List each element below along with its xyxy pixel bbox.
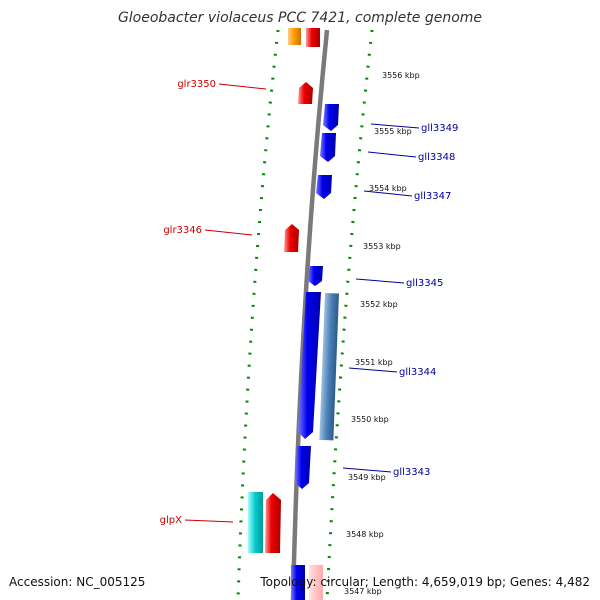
genome-summary-text: Topology: circular; Length: 4,659,019 bp…	[260, 575, 590, 589]
label-gll3349: gll3349	[421, 123, 458, 134]
label-glpX: glpX	[160, 515, 182, 526]
connector-gll3349	[370, 123, 420, 129]
connector-glr3350	[218, 83, 267, 90]
gene-cyan	[248, 492, 263, 553]
accession-text: Accession: NC_005125	[9, 575, 146, 589]
gene-bottom-pink	[309, 565, 323, 600]
kbp-label: 3547 kbp	[344, 587, 382, 596]
kbp-label: 3556 kbp	[382, 71, 420, 80]
connector-glpX	[184, 519, 234, 523]
connector-gll3344	[348, 367, 398, 373]
gene-glpX	[265, 493, 281, 553]
connector-gll3347	[363, 190, 413, 197]
map-title: Gloeobacter violaceus PCC 7421, complete…	[117, 10, 483, 26]
connector-gll3345	[355, 278, 405, 284]
genome-backbone	[290, 29, 330, 600]
kbp-label: 3549 kbp	[348, 473, 386, 482]
label-gll3344: gll3344	[399, 367, 436, 378]
label-glr3350: glr3350	[177, 79, 216, 90]
gene-top-red	[306, 28, 320, 47]
gene-gll3349	[323, 104, 339, 131]
kbp-label: 3553 kbp	[363, 242, 401, 251]
gene-gll3343	[295, 446, 311, 489]
gene-gll3348	[320, 133, 336, 162]
kbp-label: 3554 kbp	[369, 184, 407, 193]
gene-gll3344-region	[319, 293, 339, 441]
label-gll3345: gll3345	[406, 278, 443, 289]
gene-top-orange	[288, 28, 301, 45]
gene-glr3350	[298, 82, 313, 104]
connector-gll3343	[342, 467, 392, 473]
connector-gll3348	[367, 151, 417, 158]
gene-bottom-blue	[291, 565, 305, 600]
kbp-label: 3550 kbp	[351, 415, 389, 424]
connector-glr3346	[204, 229, 253, 236]
gene-gll3347	[316, 175, 332, 199]
gene-gll3344	[298, 292, 321, 439]
kbp-label: 3548 kbp	[346, 530, 384, 539]
label-glr3346: glr3346	[163, 225, 202, 236]
kbp-label: 3551 kbp	[355, 358, 393, 367]
kbp-label: 3555 kbp	[374, 127, 412, 136]
label-gll3343: gll3343	[393, 467, 430, 478]
gene-gll3345	[308, 266, 323, 286]
label-gll3347: gll3347	[414, 191, 451, 202]
label-gll3348: gll3348	[418, 152, 455, 163]
gene-glr3346	[284, 224, 299, 252]
kbp-label: 3552 kbp	[360, 300, 398, 309]
